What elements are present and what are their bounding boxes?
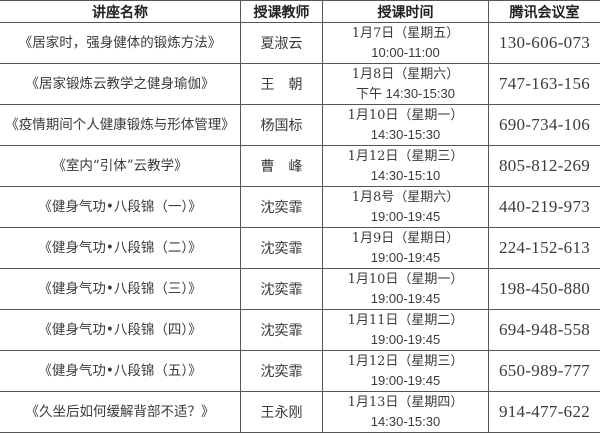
header-lecture-name: 讲座名称 (0, 1, 241, 23)
teacher-name: 王 朝 (241, 64, 323, 105)
lecture-name: 《久坐后如何缓解背部不适？》 (0, 392, 241, 433)
lecture-date: 1月7日（星期五） (323, 24, 488, 43)
teacher-name: 王永刚 (241, 392, 323, 433)
lecture-date: 1月10日（星期一） (323, 270, 488, 289)
lecture-time: 1月10日（星期一）14:30-15:30 (323, 105, 489, 146)
lecture-date: 1月12日（星期三） (323, 352, 488, 371)
lecture-date: 1月13日（星期四） (323, 393, 488, 412)
meeting-room-id: 805-812-269 (489, 146, 600, 187)
lecture-date: 1月11日（星期二） (323, 311, 488, 330)
lecture-time: 1月8号（星期六）19:00-19:45 (323, 187, 489, 228)
meeting-room-id: 130-606-073 (489, 23, 600, 64)
lecture-name: 《居家锻炼云教学之健身瑜伽》 (0, 64, 241, 105)
lecture-hours: 下午 14:30-15:30 (323, 84, 488, 103)
lecture-time: 1月8日（星期六）下午 14:30-15:30 (323, 64, 489, 105)
meeting-room-id: 747-163-156 (489, 64, 600, 105)
lecture-time: 1月10日（星期一）19:00-19:45 (323, 269, 489, 310)
lecture-time: 1月11日（星期二）19:00-19:45 (323, 310, 489, 351)
lecture-name: 《健身气功•八段锦（二）》 (0, 228, 241, 269)
lecture-name: 《室内“引体”云教学》 (0, 146, 241, 187)
lecture-time: 1月7日（星期五）10:00-11:00 (323, 23, 489, 64)
lecture-time: 1月12日（星期三）19:00-19:45 (323, 351, 489, 392)
meeting-room-id: 690-734-106 (489, 105, 600, 146)
lecture-name: 《疫情期间个人健康锻炼与形体管理》 (0, 105, 241, 146)
lecture-time: 1月12日（星期三）14:30-15:10 (323, 146, 489, 187)
lecture-hours: 19:00-19:45 (323, 289, 488, 308)
lecture-hours: 19:00-19:45 (323, 248, 488, 267)
lecture-time: 1月9日（星期日）19:00-19:45 (323, 228, 489, 269)
teacher-name: 沈奕霏 (241, 310, 323, 351)
meeting-room-id: 198-450-880 (489, 269, 600, 310)
header-meeting-room: 腾讯会议室 (489, 1, 600, 23)
lecture-hours: 14:30-15:10 (323, 166, 488, 185)
teacher-name: 夏淑云 (241, 23, 323, 64)
lecture-time: 1月13日（星期四）14:30-15:30 (323, 392, 489, 433)
lecture-hours: 19:00-19:45 (323, 207, 488, 226)
lecture-date: 1月8号（星期六） (323, 188, 488, 207)
meeting-room-id: 650-989-777 (489, 351, 600, 392)
meeting-room-id: 914-477-622 (489, 392, 600, 433)
meeting-room-id: 224-152-613 (489, 228, 600, 269)
lecture-hours: 14:30-15:30 (323, 412, 488, 431)
table-header-row: 讲座名称 授课教师 授课时间 腾讯会议室 (0, 1, 600, 23)
teacher-name: 沈奕霏 (241, 187, 323, 228)
teacher-name: 沈奕霏 (241, 269, 323, 310)
lecture-name: 《健身气功•八段锦（一）》 (0, 187, 241, 228)
header-time: 授课时间 (323, 1, 489, 23)
lecture-date: 1月9日（星期日） (323, 229, 488, 248)
header-teacher: 授课教师 (241, 1, 323, 23)
teacher-name: 曹 峰 (241, 146, 323, 187)
teacher-name: 沈奕霏 (241, 351, 323, 392)
lecture-hours: 19:00-19:45 (323, 330, 488, 349)
lecture-date: 1月8日（星期六） (323, 65, 488, 84)
teacher-name: 杨国标 (241, 105, 323, 146)
lecture-hours: 19:00-19:45 (323, 371, 488, 390)
lecture-name: 《居家时，强身健体的锻炼方法》 (0, 23, 241, 64)
lecture-name: 《健身气功•八段锦（三）》 (0, 269, 241, 310)
lecture-hours: 14:30-15:30 (323, 125, 488, 144)
teacher-name: 沈奕霏 (241, 228, 323, 269)
lecture-name: 《健身气功•八段锦（四）》 (0, 310, 241, 351)
lecture-hours: 10:00-11:00 (323, 43, 488, 62)
meeting-room-id: 694-948-558 (489, 310, 600, 351)
lecture-name: 《健身气功•八段锦（五）》 (0, 351, 241, 392)
lecture-date: 1月10日（星期一） (323, 106, 488, 125)
meeting-room-id: 440-219-973 (489, 187, 600, 228)
lecture-date: 1月12日（星期三） (323, 147, 488, 166)
